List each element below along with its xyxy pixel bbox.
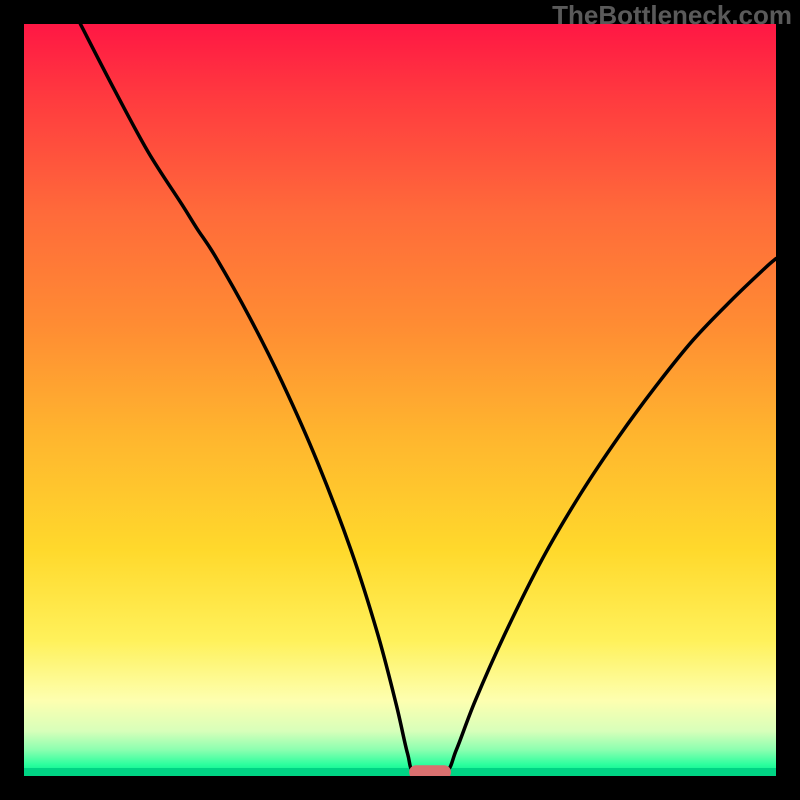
- bottleneck-curve-chart: [0, 0, 800, 800]
- watermark-text: TheBottleneck.com: [552, 0, 792, 31]
- optimal-marker: [409, 765, 451, 779]
- plot-background: [24, 24, 776, 776]
- baseline-band: [24, 768, 776, 776]
- chart-frame: TheBottleneck.com: [0, 0, 800, 800]
